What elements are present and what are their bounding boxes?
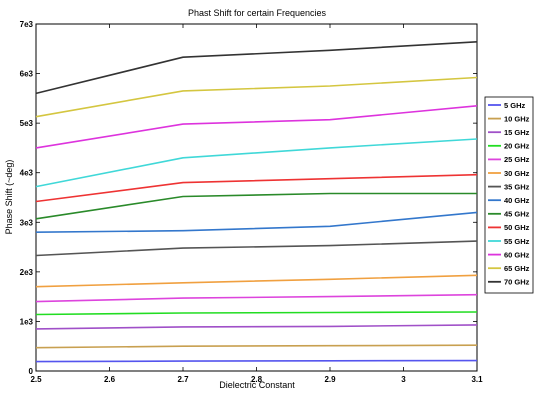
legend-entry-60-ghz: 60 GHz [504,250,530,259]
x-tick-label: 2.7 [177,375,189,384]
legend-entry-45-ghz: 45 GHz [504,210,530,219]
legend-entry-35-ghz: 35 GHz [504,182,530,191]
series-line-60-ghz [35,105,478,149]
x-tick-label: 3.1 [471,375,483,384]
y-tick-label: 6e3 [20,70,34,79]
y-axis-label: Phase Shift (~deg) [4,160,14,235]
series-line-10-ghz [35,344,478,349]
series-line-30-ghz [35,274,478,288]
y-axis: 0 1e3 2e3 3e3 4e3 5e3 6e3 7e3 [20,20,477,376]
y-tick-label: 4e3 [20,169,34,178]
y-tick-label: 3e3 [20,218,34,227]
legend-entry-20-ghz: 20 GHz [504,142,530,151]
x-tick-label: 2.8 [251,375,263,384]
series-line-45-ghz [35,192,477,220]
y-tick-label: 2e3 [20,268,34,277]
legend-entry-70-ghz: 70 GHz [504,278,530,287]
legend-entry-5-ghz: 5 GHz [504,101,526,110]
x-axis-label: Dielectric Constant [219,380,295,390]
x-tick-label: 2.5 [30,375,42,384]
legend-entry-40-ghz: 40 GHz [504,196,530,205]
series-line-65-ghz [35,76,478,118]
legend-box [484,96,534,294]
legend: 5 GHz 10 GHz 15 GHz 20 GHz 25 GHz 30 GHz 35 GH… [484,96,534,294]
legend-entry-65-ghz: 65 GHz [504,264,530,273]
legend-entry-15-ghz: 15 GHz [504,128,530,137]
plot-area [35,23,478,372]
y-tick-label: 1e3 [20,317,34,326]
legend-entry-50-ghz: 50 GHz [504,223,530,232]
series-line-55-ghz [35,138,478,188]
series-line-20-ghz [35,311,478,316]
legend-entry-30-ghz: 30 GHz [504,169,530,178]
x-tick-label: 3 [401,375,406,384]
chart-title: Phast Shift for certain Frequencies [188,8,327,18]
legend-entry-25-ghz: 25 GHz [504,155,530,164]
y-tick-label: 7e3 [20,20,34,29]
legend-entry-10-ghz: 10 GHz [504,114,530,123]
series-line-25-ghz [35,293,478,303]
legend-entry-55-ghz: 55 GHz [504,237,530,246]
series-line-50-ghz [35,173,478,203]
y-tick-label: 5e3 [20,119,34,128]
series-line-40-ghz [35,211,478,233]
series-line-15-ghz [35,324,478,330]
series-line-35-ghz [35,240,478,257]
series-line-70-ghz [35,41,478,95]
series-layer [35,41,478,363]
y-tick-label: 0 [29,367,34,376]
x-axis: 2.5 2.6 2.7 2.8 2.9 3 3.1 [30,24,483,384]
series-line-5-ghz [35,359,478,363]
x-tick-label: 2.9 [324,375,336,384]
x-tick-label: 2.6 [104,375,116,384]
